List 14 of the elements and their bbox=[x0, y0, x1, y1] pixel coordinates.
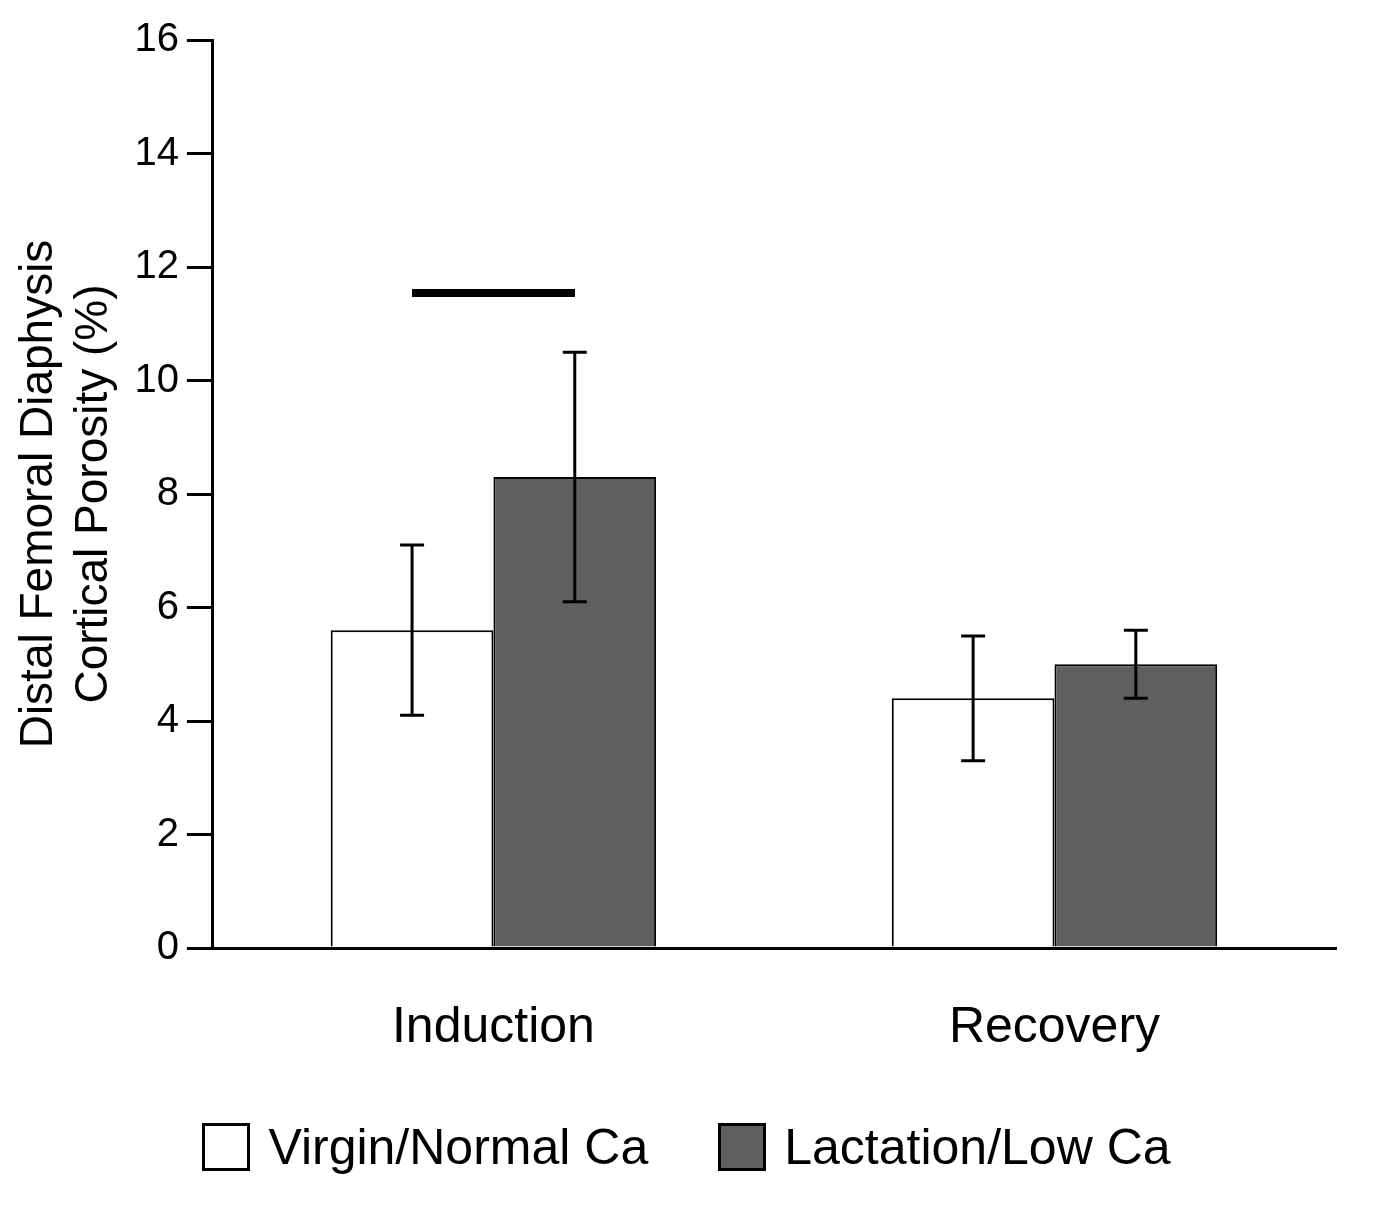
y-tick-label: 12 bbox=[134, 242, 179, 287]
legend-label: Virgin/Normal Ca bbox=[268, 1118, 649, 1176]
y-tick-label: 6 bbox=[156, 582, 179, 627]
legend-label: Lactation/Low Ca bbox=[784, 1118, 1171, 1176]
y-tick-label: 16 bbox=[134, 15, 179, 60]
x-tick-label: Induction bbox=[391, 996, 595, 1053]
y-tick-label: 8 bbox=[156, 469, 179, 514]
x-tick-label: Recovery bbox=[948, 996, 1161, 1053]
y-tick-label: 10 bbox=[134, 355, 179, 400]
y-axis-title: Distal Femoral Diaphysis Cortical Porosity (%) bbox=[10, 239, 118, 749]
y-tick-label: 14 bbox=[134, 128, 179, 173]
y-tick-label: 4 bbox=[156, 696, 179, 741]
y-tick-label: 0 bbox=[156, 923, 179, 968]
y-tick-label: 2 bbox=[156, 809, 179, 854]
